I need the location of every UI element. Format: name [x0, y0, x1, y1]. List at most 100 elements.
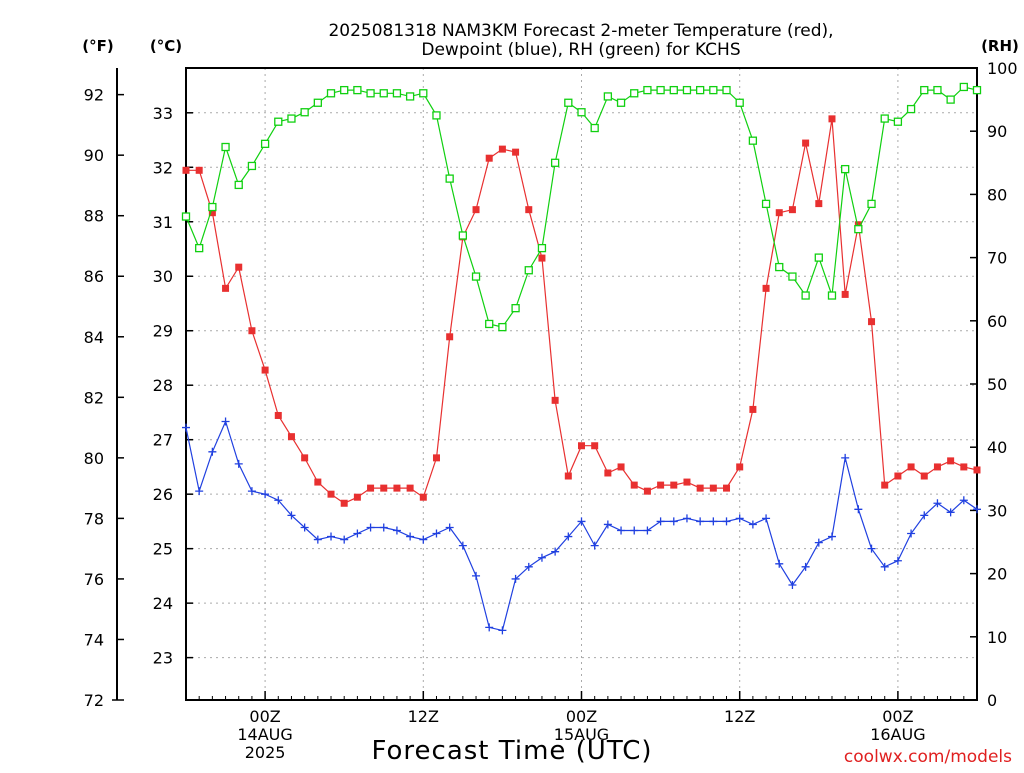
fahrenheit-tick-label: 92: [84, 86, 104, 105]
rh-point: [221, 142, 230, 152]
rh-point: [630, 89, 639, 98]
temperature-point: [617, 463, 625, 471]
rh-point: [801, 291, 810, 300]
temperature-point: [709, 484, 717, 492]
temperature-point: [222, 284, 230, 292]
dewpoint-point: [327, 532, 336, 541]
temperature-point: [353, 493, 361, 501]
series-layer: [181, 82, 982, 635]
rh-point: [274, 117, 283, 126]
rh-point: [788, 272, 797, 281]
rh-point: [827, 291, 837, 300]
temperature-point: [881, 481, 889, 489]
rh-point: [432, 111, 441, 120]
dewpoint-point: [498, 626, 507, 635]
dewpoint-point: [564, 532, 573, 541]
rh-point: [643, 85, 652, 95]
rh-point: [195, 243, 204, 253]
rh-point: [511, 304, 520, 313]
temperature-point: [393, 484, 401, 492]
fahrenheit-tick-label: 78: [84, 509, 104, 528]
temperature-point: [446, 333, 454, 341]
dewpoint-point: [617, 526, 626, 535]
rh-point: [814, 253, 823, 262]
x-tick-label: 00Z: [882, 707, 913, 726]
rh-tick-label: 100: [987, 59, 1018, 78]
temperature-point: [960, 463, 968, 471]
rh-point: [366, 89, 375, 98]
dewpoint-point: [920, 511, 929, 520]
dewpoint-point: [182, 423, 190, 432]
dewpoint-point: [669, 517, 678, 526]
dewpoint-point: [537, 553, 546, 562]
rh-point: [550, 158, 560, 167]
dewpoint-point: [775, 559, 784, 568]
rh-point: [498, 322, 507, 332]
dewpoint-point: [973, 505, 981, 514]
dewpoint-point: [195, 487, 204, 496]
temperature-point: [525, 206, 533, 214]
temperature-point: [327, 490, 335, 498]
rh-point: [471, 272, 481, 281]
temperature-point: [657, 481, 665, 489]
celsius-tick-label: 27: [153, 431, 173, 450]
dewpoint-point: [247, 487, 256, 496]
rh-point: [353, 85, 362, 95]
temperature-point: [261, 366, 269, 374]
celsius-tick-label: 26: [153, 485, 173, 504]
dewpoint-point: [867, 544, 876, 553]
fahrenheit-tick-label: 90: [84, 146, 104, 165]
celsius-tick-label: 23: [153, 649, 173, 668]
axes: 72 74 76 78 80 82 84 86 88 90 92 23 24 25 26 27 28 29 30 31…: [84, 59, 1018, 762]
temperature-point: [419, 493, 427, 501]
dewpoint-point: [472, 571, 481, 580]
temperature-point: [723, 484, 731, 492]
fahrenheit-tick-label: 72: [84, 691, 104, 710]
fahrenheit-tick-label: 86: [84, 267, 104, 286]
temperature-point: [578, 442, 585, 450]
dewpoint-point: [392, 526, 401, 535]
temperature-point: [736, 463, 744, 471]
fahrenheit-tick-label: 82: [84, 388, 104, 407]
rh-point: [933, 85, 942, 95]
rh-point: [906, 104, 916, 114]
temperature-point: [643, 487, 651, 495]
temperature-point: [683, 478, 691, 486]
temperature-point: [485, 154, 493, 162]
rh-point: [616, 98, 626, 107]
temperature-point: [802, 139, 810, 147]
rh-point: [577, 108, 586, 117]
temperature-point: [340, 499, 348, 507]
dewpoint-point: [366, 523, 375, 532]
celsius-tick-label: 29: [153, 322, 173, 341]
temperature-point: [406, 484, 414, 492]
dewpoint-point: [551, 547, 560, 556]
dewpoint-point: [827, 532, 836, 541]
rh-tick-label: 80: [987, 185, 1007, 204]
rh-point: [524, 266, 533, 275]
dewpoint-point: [762, 514, 771, 523]
temperature-point: [762, 284, 770, 292]
temperature-point: [788, 206, 796, 214]
rh-point: [722, 85, 731, 95]
rh-point: [880, 114, 889, 123]
rh-tick-label: 0: [987, 691, 997, 710]
temperature-point: [868, 318, 876, 326]
rh-unit-label: (RH): [981, 37, 1019, 55]
fahrenheit-tick-label: 80: [84, 449, 104, 468]
series-temperature: [182, 115, 981, 507]
rh-point: [379, 89, 388, 98]
celsius-tick-label: 30: [153, 267, 173, 286]
fahrenheit-tick-label: 76: [84, 570, 104, 589]
rh-point: [761, 199, 771, 209]
temperature-point: [591, 442, 599, 450]
rh-point: [682, 85, 692, 95]
dewpoint-point: [709, 517, 718, 526]
fahrenheit-unit-label: (°F): [82, 37, 113, 55]
dewpoint-point: [300, 523, 309, 532]
rh-point: [260, 139, 270, 148]
temperature-point: [287, 433, 295, 441]
rh-point: [775, 262, 784, 272]
temperature-point: [854, 221, 862, 229]
